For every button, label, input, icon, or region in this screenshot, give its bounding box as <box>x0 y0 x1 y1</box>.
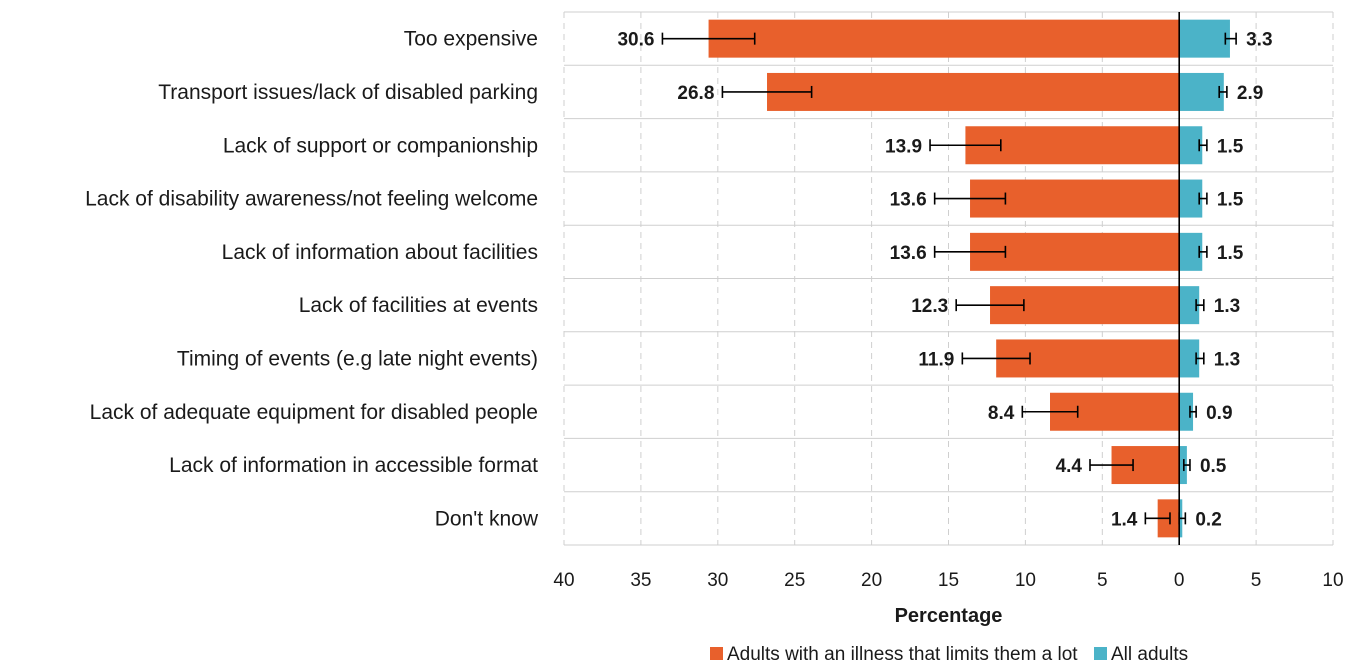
error-bar <box>961 352 1031 365</box>
error-bar <box>1195 352 1205 365</box>
legend-label-all-adults: All adults <box>1111 644 1188 664</box>
x-tick-labels: 40 35 30 25 20 15 10 5 0 5 10 <box>553 570 1343 591</box>
data-labels: 30.6 3.3 26.8 2.9 13.9 1.5 13.6 1.5 13.6 1.5 12.3 1… <box>617 30 1272 531</box>
error-bar <box>1021 405 1079 418</box>
error-bar <box>721 85 813 98</box>
legend-swatch-all-adults <box>1094 647 1107 660</box>
x-tick-label: 0 <box>1174 570 1185 591</box>
data-label: 26.8 <box>677 83 714 104</box>
x-tick-label: 30 <box>707 570 728 591</box>
error-bar <box>1183 459 1191 472</box>
error-bar <box>1089 459 1134 472</box>
error-bar <box>1198 192 1208 205</box>
data-label: 13.6 <box>890 243 927 264</box>
data-label: 11.9 <box>918 349 954 370</box>
error-bar <box>1195 299 1205 312</box>
bar-all-adults <box>1179 179 1203 218</box>
category-label: Lack of support or companionship <box>223 134 538 157</box>
error-bar <box>929 139 1002 152</box>
error-bar <box>661 32 756 45</box>
x-tick-label: 20 <box>861 570 882 591</box>
data-label: 0.9 <box>1206 403 1232 424</box>
x-tick-label: 10 <box>1322 570 1343 591</box>
bar-limited-a-lot <box>767 72 1180 111</box>
data-label: 13.9 <box>885 136 922 157</box>
category-label: Lack of information in accessible format <box>169 454 538 477</box>
data-label: 0.5 <box>1200 456 1227 477</box>
bar-limited-a-lot <box>708 19 1180 58</box>
category-label: Don't know <box>435 507 539 530</box>
legend-label-limited-a-lot: Adults with an illness that limits them … <box>727 644 1078 664</box>
data-label: 1.3 <box>1214 296 1240 317</box>
error-bar <box>933 245 1007 258</box>
x-tick-label: 5 <box>1097 570 1108 591</box>
bar-all-adults <box>1179 126 1203 165</box>
bars <box>708 19 1230 538</box>
category-label: Lack of disability awareness/not feeling… <box>85 188 538 211</box>
data-label: 2.9 <box>1237 83 1263 104</box>
data-label: 30.6 <box>617 30 654 51</box>
bar-all-adults <box>1179 392 1194 431</box>
bar-all-adults <box>1179 339 1200 378</box>
error-bar <box>1144 512 1171 525</box>
error-bars <box>661 32 1237 525</box>
data-label: 1.3 <box>1214 349 1240 370</box>
data-label: 13.6 <box>890 190 927 211</box>
data-label: 12.3 <box>911 296 948 317</box>
category-label: Too expensive <box>404 28 538 51</box>
category-labels: Too expensive Transport issues/lack of di… <box>85 28 539 531</box>
bar-all-adults <box>1179 232 1203 271</box>
data-label: 0.2 <box>1195 509 1221 530</box>
bar-all-adults <box>1179 19 1230 58</box>
x-tick-label: 40 <box>553 570 574 591</box>
data-label: 1.5 <box>1217 243 1244 264</box>
x-tick-label: 25 <box>784 570 805 591</box>
error-bar <box>933 192 1007 205</box>
legend-swatch-limited-a-lot <box>710 647 723 660</box>
category-band-separators <box>564 11 1333 546</box>
data-label: 4.4 <box>1056 456 1083 477</box>
x-tick-label: 15 <box>938 570 959 591</box>
error-bar <box>1198 245 1208 258</box>
bar-all-adults <box>1179 286 1200 325</box>
data-label: 8.4 <box>988 403 1015 424</box>
category-label: Lack of information about facilities <box>222 241 538 264</box>
category-label: Lack of adequate equipment for disabled … <box>90 401 538 424</box>
category-label: Timing of events (e.g late night events) <box>177 347 538 370</box>
error-bar <box>1189 405 1197 418</box>
bar-all-adults <box>1179 72 1224 111</box>
category-label: Lack of facilities at events <box>299 294 538 317</box>
data-label: 1.5 <box>1217 190 1244 211</box>
error-bar <box>1198 139 1208 152</box>
x-tick-label: 35 <box>630 570 651 591</box>
data-label: 1.5 <box>1217 136 1244 157</box>
data-label: 3.3 <box>1246 30 1272 51</box>
error-bar <box>955 299 1025 312</box>
x-tick-label: 5 <box>1251 570 1262 591</box>
error-bar <box>1218 85 1228 98</box>
legend: Adults with an illness that limits them … <box>710 644 1188 664</box>
error-bar <box>1224 32 1237 45</box>
category-label: Transport issues/lack of disabled parkin… <box>158 81 538 104</box>
x-tick-label: 10 <box>1015 570 1036 591</box>
x-axis-title: Percentage <box>895 605 1003 627</box>
data-label: 1.4 <box>1111 509 1138 530</box>
